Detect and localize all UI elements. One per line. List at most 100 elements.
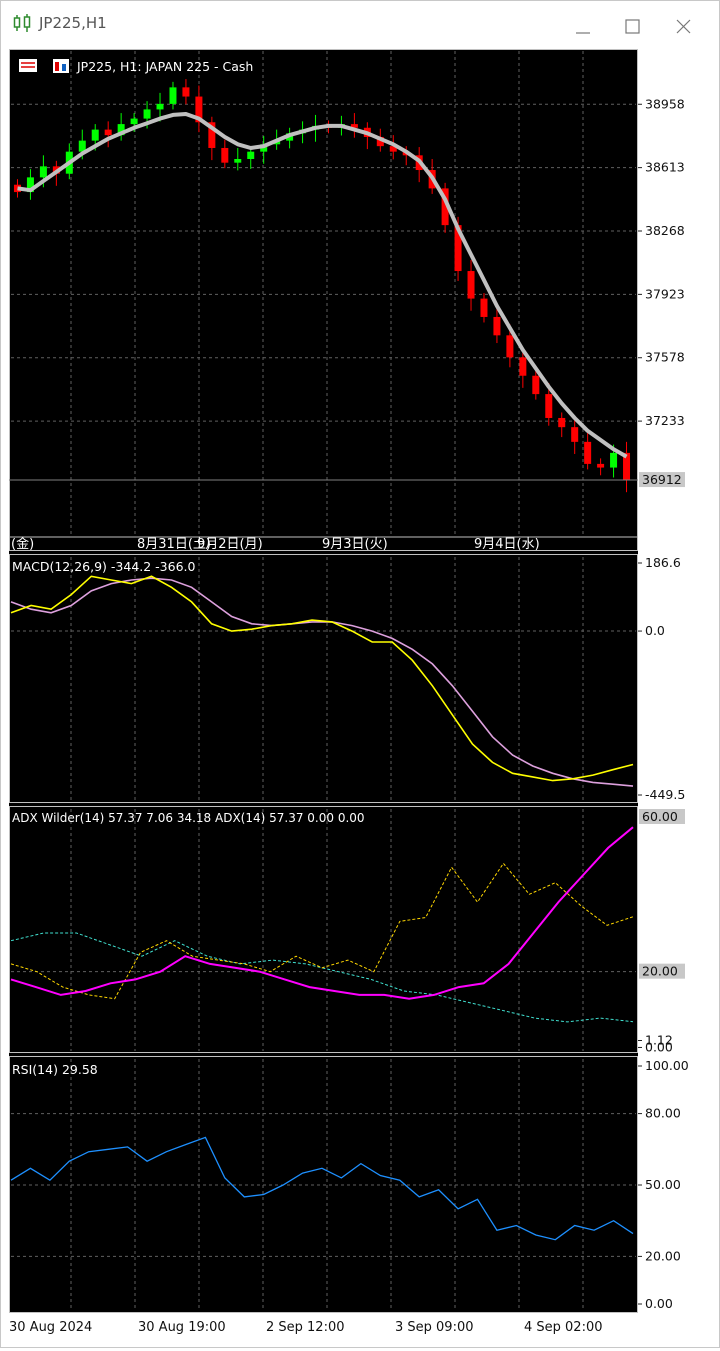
axis-label: -449.5 xyxy=(645,787,685,802)
axis-value-box xyxy=(639,809,685,824)
time-label: 2 Sep 12:00 xyxy=(266,1320,345,1335)
candle-body xyxy=(480,298,488,317)
rsi-header: RSI(14) 29.58 xyxy=(12,1062,98,1077)
axis-label: 0.00 xyxy=(645,1039,673,1054)
axis-label: 38613 xyxy=(645,160,685,175)
candle-body xyxy=(610,452,618,468)
minimize-button[interactable] xyxy=(566,11,600,39)
jp-date-label: 8月31日(土) xyxy=(137,537,211,552)
macd-panel-border xyxy=(9,554,638,803)
price-axis: 38958 38613 38268 37923 37578 37233 36912 186.6… xyxy=(638,96,689,1311)
main-header: JP225, H1: JAPAN 225 - Cash xyxy=(19,59,253,74)
candle-body xyxy=(584,441,592,464)
adx-panel-border xyxy=(9,806,638,1053)
candle-body xyxy=(169,87,177,104)
time-label: 3 Sep 09:00 xyxy=(395,1320,474,1335)
candle-body xyxy=(454,225,462,272)
rsi-line xyxy=(10,1136,634,1241)
axis-label: 37923 xyxy=(645,286,685,301)
axis-label: 36912 xyxy=(642,472,682,487)
minimize-icon xyxy=(576,32,590,34)
axis-label: 100.00 xyxy=(645,1058,689,1073)
candle-body xyxy=(13,184,21,193)
axis-value-box xyxy=(639,472,685,488)
candle-body xyxy=(26,177,34,193)
axis-label: 1.12 xyxy=(645,1032,673,1047)
maximize-button[interactable] xyxy=(616,11,650,39)
main-panel-border xyxy=(9,49,638,551)
candle-body xyxy=(247,151,255,159)
chart-area[interactable]: JP225, H1: JAPAN 225 - Cash (金) 8月31日(土)… xyxy=(9,49,638,1313)
time-label: 30 Aug 2024 xyxy=(9,1320,92,1335)
chart-canvas[interactable]: JP225, H1: JAPAN 225 - Cash (金) 8月31日(土)… xyxy=(9,49,638,1313)
candle-body xyxy=(221,147,229,163)
jp-date-label: (金) xyxy=(11,536,34,552)
maximize-icon xyxy=(625,19,640,34)
candlestick-chart-icon xyxy=(13,13,33,33)
jp-date-label: 9月2日(月) xyxy=(197,537,263,552)
candle-body xyxy=(558,417,566,428)
macd-main-line xyxy=(10,575,634,782)
axis-label: 50.00 xyxy=(645,1177,681,1192)
window-title: JP225,H1 xyxy=(39,14,107,32)
time-axis: 30 Aug 2024 30 Aug 19:00 2 Sep 12:00 3 S… xyxy=(1,1313,719,1347)
candle-body xyxy=(234,159,242,163)
rsi-panel-border xyxy=(9,1056,638,1313)
candle-body xyxy=(389,146,397,152)
main-panel-header: JP225, H1: JAPAN 225 - Cash xyxy=(76,59,253,74)
axis-label: 60.00 xyxy=(642,809,678,824)
plus-di-line xyxy=(10,862,634,1000)
adx-line xyxy=(10,826,634,1000)
axis-label: 0.0 xyxy=(645,623,665,638)
macd-signal-line xyxy=(10,577,634,787)
close-button[interactable] xyxy=(666,11,700,39)
candle-body xyxy=(130,118,138,125)
candle-body xyxy=(143,109,151,119)
candle-body xyxy=(467,271,475,299)
axis-label: 37233 xyxy=(645,413,685,428)
indicator-lines xyxy=(9,112,638,1241)
time-label: 4 Sep 02:00 xyxy=(524,1320,603,1335)
close-icon xyxy=(676,19,691,34)
candle-body xyxy=(519,357,527,376)
axis-label: 20.00 xyxy=(642,964,678,979)
candle-body xyxy=(91,129,99,141)
axis-label: 37578 xyxy=(645,350,685,365)
macd-header: MACD(12,26,9) -344.2 -366.0 xyxy=(12,559,196,574)
grid-lines xyxy=(11,51,636,1311)
candle-body xyxy=(350,124,358,128)
candle-body xyxy=(156,103,164,110)
candle-body xyxy=(39,166,47,178)
candle-body xyxy=(441,188,449,226)
indicator-list-icon[interactable] xyxy=(19,59,37,72)
axis-label: 38958 xyxy=(645,96,685,111)
candle-body xyxy=(571,427,579,442)
candle-body xyxy=(376,136,384,147)
candle-body xyxy=(597,463,605,468)
axis-label: 20.00 xyxy=(645,1248,681,1263)
candle-body xyxy=(506,335,514,358)
candle-body xyxy=(117,124,125,136)
candle-body xyxy=(182,87,190,97)
candle-body xyxy=(78,140,86,152)
title-bar[interactable]: JP225,H1 xyxy=(1,1,719,45)
candle-body xyxy=(208,122,216,148)
candle-body xyxy=(545,394,553,418)
candle-body xyxy=(623,452,631,481)
axis-label: 80.00 xyxy=(645,1106,681,1121)
candle-body xyxy=(195,96,203,123)
candle-body xyxy=(104,129,112,136)
axis-label: 38268 xyxy=(645,223,685,238)
axis-value-box xyxy=(639,963,685,979)
adx-header: ADX Wilder(14) 57.37 7.06 34.18 ADX(14) … xyxy=(12,811,365,825)
jp-date-label: 9月4日(水) xyxy=(474,537,540,552)
jp-date-label: 9月3日(火) xyxy=(322,537,388,552)
moving-average-line xyxy=(17,112,628,459)
candle-body xyxy=(493,316,501,336)
candle-body xyxy=(532,375,540,395)
axis-label: 186.6 xyxy=(645,555,681,570)
minus-di-line xyxy=(10,932,634,1023)
time-label: 30 Aug 19:00 xyxy=(138,1320,226,1335)
axis-label: 0.00 xyxy=(645,1296,673,1311)
